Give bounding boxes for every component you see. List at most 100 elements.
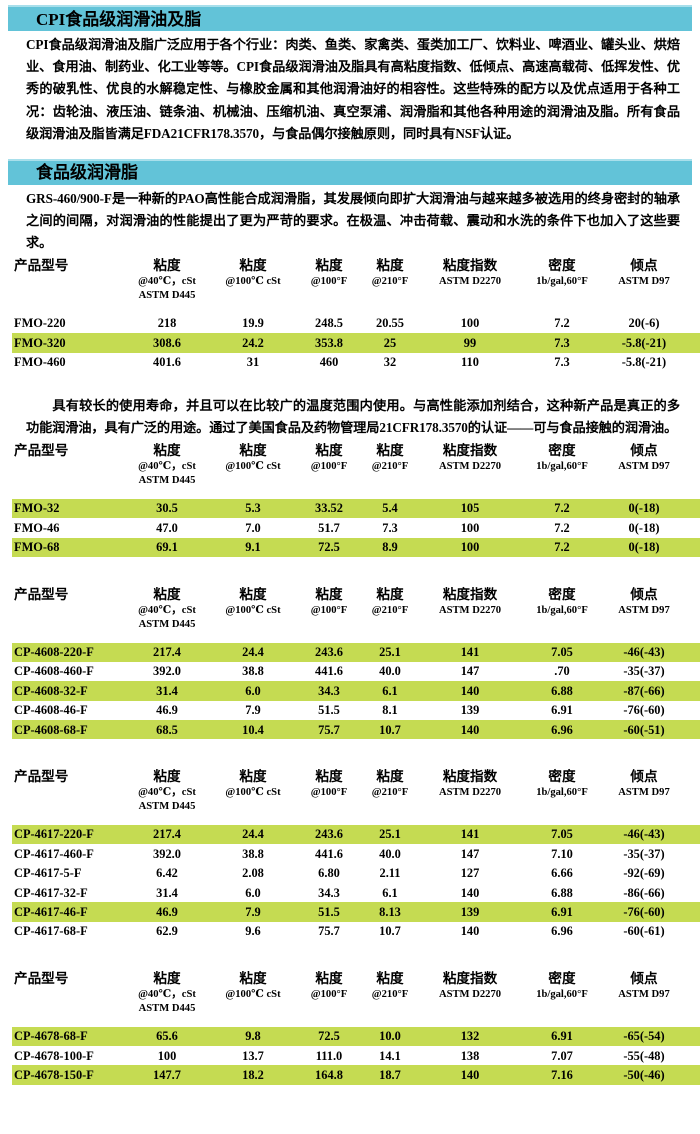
header-main: 产品型号 [14, 258, 69, 274]
spacer [8, 557, 692, 587]
column-header-flash-point: 闪点 C.O.C. [686, 587, 700, 632]
header-main: 闪点 [686, 971, 700, 988]
column-header-visc100f: 粘度 @100°F [296, 971, 362, 1016]
column-header-visc100f: 粘度 @100°F [296, 258, 362, 303]
cell-value: 127 [460, 866, 480, 881]
spec-table-fmo-light: 产品型号 @40℃，cSt ASTM D445 粘度 @40℃，cSt ASTM… [12, 443, 700, 557]
table-header: 产品型号 @40℃，cSt ASTM D445 粘度 @40℃，cSt ASTM… [12, 971, 700, 1027]
spec-table-fmo-heavy: 产品型号 @40℃，cSt ASTM D445 粘度 @40℃，cSt ASTM… [12, 258, 700, 372]
column-header-flash-point: 闪点 C.O.C. [686, 769, 700, 814]
header-sub: @100°F [310, 604, 348, 616]
header-main: 闪点 [686, 443, 700, 460]
table-row: CP-4617-32-F 31.4 6.0 34.3 6.1 140 6.88 -86(-66… [12, 883, 700, 902]
spacer [8, 372, 692, 392]
cell-value: 100 [157, 1048, 177, 1063]
cell-value: 7.05 [522, 642, 602, 662]
column-header-visc-index: 粘度指数 ASTM D2270 [418, 258, 522, 303]
cell-value: 72.5 [296, 537, 362, 557]
cell-value: 510(265) [686, 1065, 700, 1085]
header-sub: 1b/gal,60°F [536, 786, 588, 798]
cell-value: 519(298) [686, 922, 700, 941]
cell-model: CP-4617-220-F [12, 824, 124, 845]
column-header-visc100f: 粘度 @100°F [296, 587, 362, 632]
cell-value: 545(285) [686, 844, 700, 863]
cell-value: 9.1 [210, 537, 296, 557]
header-main: 粘度指数 [442, 443, 498, 459]
cell-value: 139 [460, 703, 480, 718]
cell-model: FMO-68 [12, 537, 124, 557]
cell-value: 7.0 [245, 520, 261, 535]
cell-value: 7.16 [522, 1065, 602, 1085]
cell-value: 490(254) [686, 353, 700, 372]
cell-value: 13.7 [242, 1048, 264, 1063]
header-main: 粘度 [239, 769, 267, 785]
cell-model: CP-4608-220-F [12, 642, 124, 662]
cell-value: -60(-51) [602, 720, 686, 740]
table-header-row: 产品型号 @40℃，cSt ASTM D445 粘度 @40℃，cSt ASTM… [12, 971, 700, 1016]
column-header-visc100f: 粘度 @100°F [296, 443, 362, 488]
cell-value: 6.1 [382, 885, 398, 900]
cell-value: 6.91 [522, 1026, 602, 1047]
column-header-visc210f: 粘度 @210°F [362, 971, 418, 1016]
header-sub: ASTM D97 [618, 604, 670, 616]
cell-model: CP-4608-460-F [14, 664, 94, 679]
header-main: 粘度 [315, 443, 343, 459]
cell-value: 33.52 [296, 498, 362, 519]
header-main: 产品型号 [14, 443, 69, 459]
paragraph-fmo-note: 具有较长的使用寿命，并且可以在比较广的温度范围内使用。与高性能添加剂结合，这种新… [26, 398, 680, 436]
header-main: 粘度指数 [442, 587, 498, 602]
header-sub: @100°F [310, 786, 348, 798]
header-main: 闪点 [686, 258, 700, 275]
cell-value: 111.0 [315, 1048, 343, 1063]
header-sub: @100℃ cSt [225, 460, 281, 472]
cell-value: 99 [418, 333, 522, 353]
header-sub: C.O.C. [686, 604, 700, 618]
header-main: 粘度指数 [442, 258, 498, 274]
cell-value: 75.7 [296, 720, 362, 740]
column-header-visc100c: 粘度 @100℃ cSt [210, 769, 296, 814]
header-main: 粘度 [376, 258, 404, 274]
column-header-visc210f: 粘度 @210°F [362, 258, 418, 303]
paragraph-grease: GRS-460/900-F是一种新的PAO高性能合成润滑脂，其发展倾向即扩大润滑… [26, 190, 680, 251]
cell-model: CP-4617-46-F [12, 902, 124, 922]
table-header-row: 产品型号 @40℃，cSt ASTM D445 粘度 @40℃，cSt ASTM… [12, 258, 700, 303]
header-sub: ASTM D97 [618, 460, 670, 472]
header-sub: @210°F [371, 460, 409, 472]
cell-value: 545(285) [686, 662, 700, 681]
cell-value: 164.8 [296, 1065, 362, 1085]
cell-value: 218 [157, 316, 177, 331]
cell-value: 24.4 [210, 824, 296, 845]
table-body: CP-4608-220-F 217.4 24.4 243.6 25.1 141 7.05 -4… [12, 642, 700, 740]
cell-value: 514(268) [686, 902, 700, 922]
column-header-flash-point: 闪点 C.O.C. [686, 443, 700, 488]
cell-value: 34.3 [296, 681, 362, 701]
cell-value: 30.5 [124, 498, 210, 519]
column-header-pour-point: 倾点 ASTM D97 [602, 971, 686, 1016]
column-header-visc-index: 粘度指数 ASTM D2270 [418, 769, 522, 814]
cell-value: 330(166) [686, 864, 700, 883]
cell-value: 110 [461, 355, 479, 370]
cell-value: -50(-46) [602, 1065, 686, 1085]
table-row: CP-4608-68-F 68.5 10.4 75.7 10.7 140 6.96 -60(-… [12, 720, 700, 740]
cell-model: CP-4608-46-F [14, 703, 88, 718]
cell-value: 425(218) [686, 518, 700, 537]
header-sub: 1b/gal,60°F [536, 275, 588, 287]
cell-model: CP-4678-100-F [14, 1048, 94, 1063]
table-row: CP-4678-100-F 100 13.7 111.0 14.1 138 7.07 -55(… [12, 1046, 700, 1065]
header-main: 密度 [548, 587, 576, 602]
header-sub: ASTM D2270 [438, 604, 502, 616]
column-header-visc-index: 粘度指数 ASTM D2270 [418, 443, 522, 488]
cell-value: 2.11 [379, 866, 401, 881]
cell-value: 139 [418, 902, 522, 922]
table-row: CP-4617-460-F 392.0 38.8 441.6 40.0 147 7.10 -3… [12, 844, 700, 863]
header-sub: C.O.C. [686, 460, 700, 474]
header-sub: ASTM D2270 [438, 275, 502, 287]
cell-value: -46(-43) [602, 642, 686, 662]
section-header-intro: CPI食品级润滑油及脂 [8, 5, 692, 31]
header-main: 密度 [548, 769, 576, 785]
cell-value: 217.4 [124, 642, 210, 662]
header-sub: @40℃，cSt [138, 988, 196, 1000]
cell-model: CP-4678-68-F [12, 1026, 124, 1047]
header-sub: @100°F [310, 460, 348, 472]
cell-value: 46.9 [124, 902, 210, 922]
